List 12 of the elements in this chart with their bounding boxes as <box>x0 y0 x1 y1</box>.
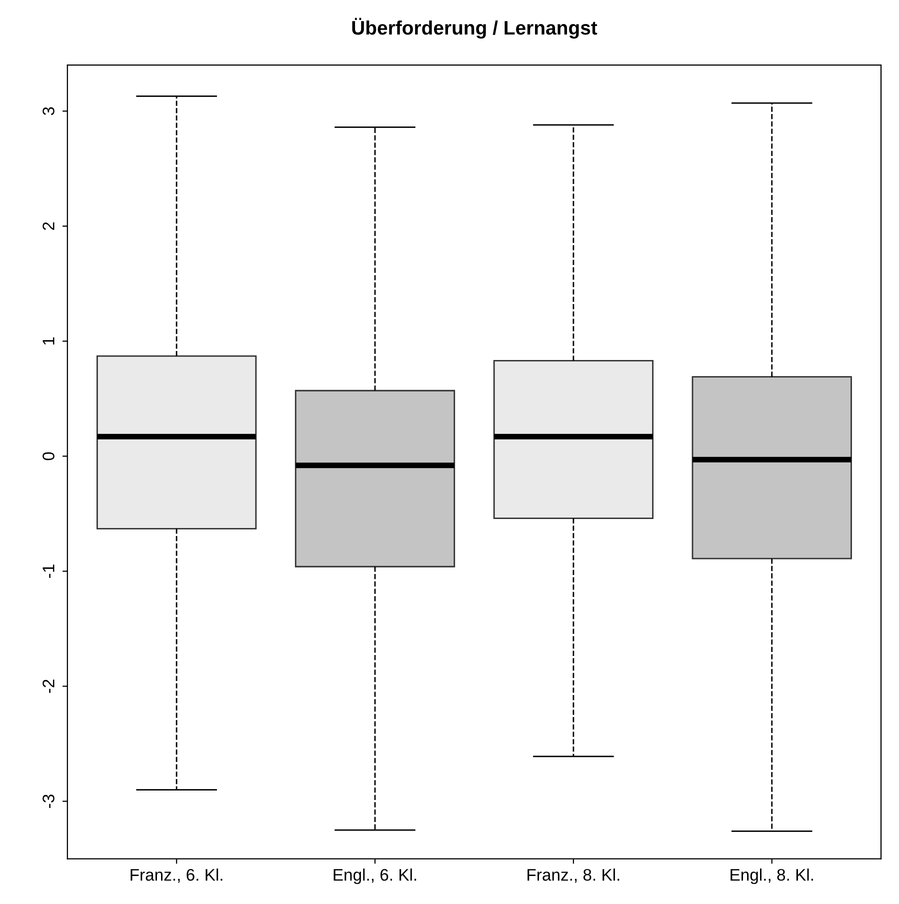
x-tick-label: Franz., 6. Kl. <box>130 868 222 883</box>
y-tick-label: 2 <box>42 222 54 230</box>
y-tick-label: 3 <box>42 107 54 116</box>
y-tick-label: -1 <box>42 564 54 578</box>
x-tick-label: Engl., 6. Kl. <box>334 868 416 884</box>
y-tick-label: -3 <box>42 794 54 808</box>
x-tick-label: Engl., 8. Kl. <box>730 868 813 884</box>
chart-title: Überforderung / Lernangst <box>352 18 598 39</box>
y-tick-label: 1 <box>42 337 54 345</box>
x-tick-label: Franz., 8. Kl. <box>528 868 620 883</box>
y-tick-label: -2 <box>42 680 54 693</box>
y-tick-label: 0 <box>42 452 54 460</box>
